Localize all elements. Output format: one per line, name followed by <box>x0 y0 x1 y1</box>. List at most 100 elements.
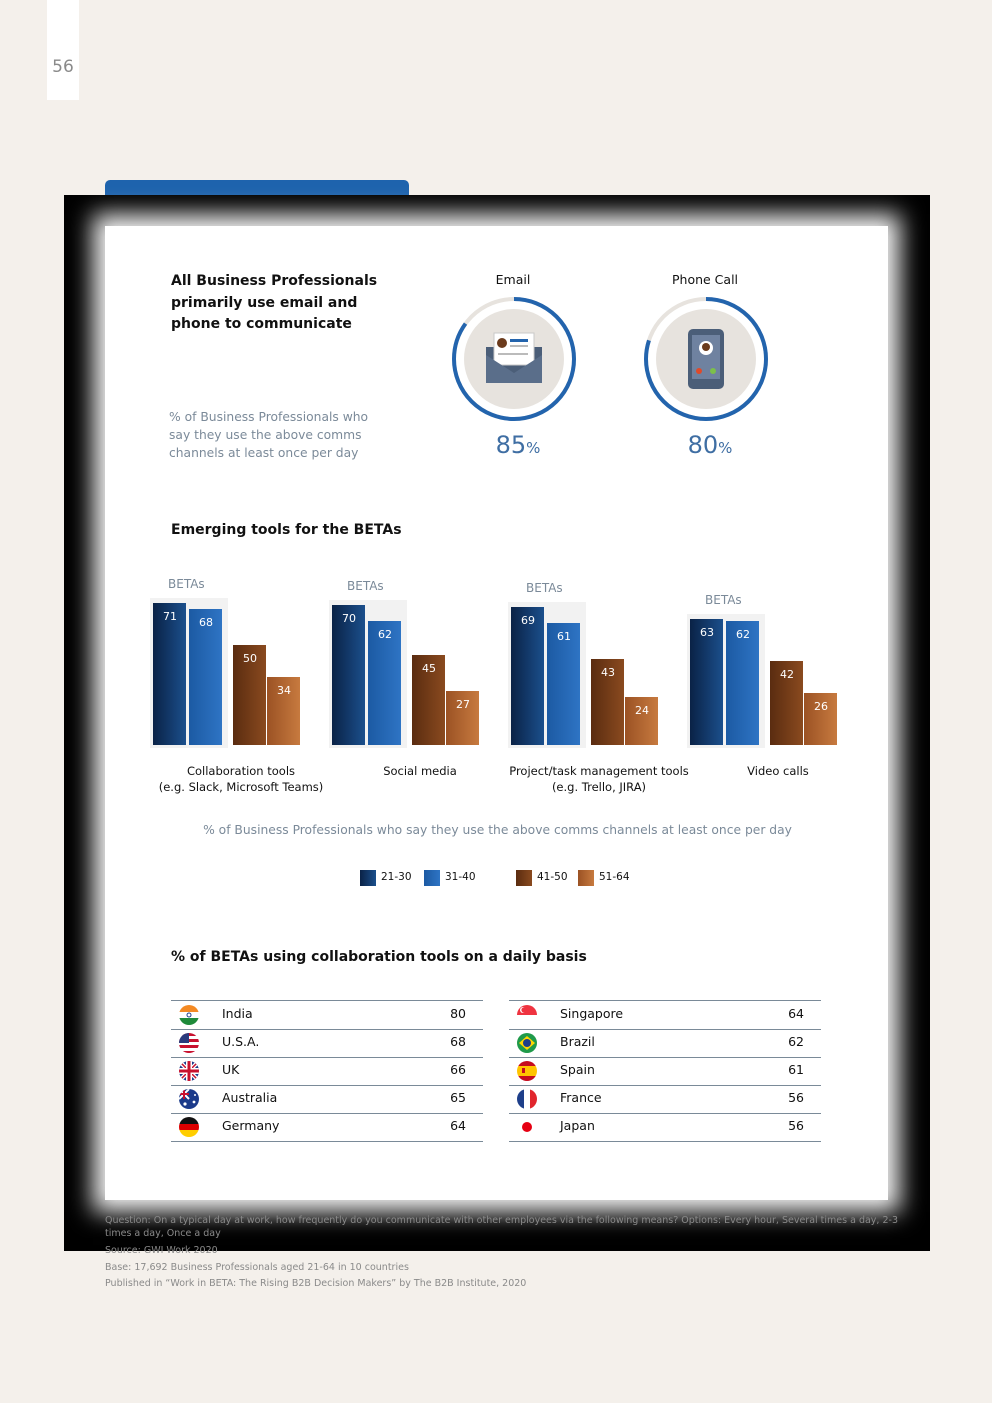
bar-value-label: 26 <box>814 700 828 713</box>
page-number: 56 <box>52 57 74 77</box>
legend-swatch-41-50 <box>516 870 532 886</box>
bar-51-64 <box>804 693 837 745</box>
bar-value-label: 62 <box>736 628 750 641</box>
bar-21-30 <box>511 607 544 745</box>
bar-value-label: 71 <box>163 610 177 623</box>
country-row: Australia 65 <box>171 1085 483 1114</box>
country-table-right-top-rule <box>509 1000 821 1001</box>
emerging-tools-title: Emerging tools for the BETAs <box>171 522 402 538</box>
country-row: UK 66 <box>171 1057 483 1086</box>
emerging-tools-chart: BETAs 71 68 50 34 Collaboration tools (e.g. Sl… <box>105 226 888 826</box>
category-label: Project/task management tools (e.g. Trell… <box>509 764 689 794</box>
bar-51-64 <box>267 677 300 745</box>
bar-value-label: 70 <box>342 612 356 625</box>
legend-label-31-40: 31-40 <box>445 871 476 883</box>
daily-use-note: % of Business Professionals who say they… <box>169 410 369 460</box>
country-value: 66 <box>450 1062 466 1077</box>
country-name: UK <box>222 1062 240 1077</box>
country-name: Germany <box>222 1118 280 1133</box>
bar-value-label: 27 <box>456 698 470 711</box>
bar-21-30 <box>332 605 365 745</box>
india-flag-icon <box>179 1005 199 1025</box>
bar-31-40 <box>547 623 580 745</box>
bar-value-label: 34 <box>277 684 291 697</box>
bar-value-label: 69 <box>521 614 535 627</box>
australia-flag-icon <box>179 1089 199 1109</box>
country-row: Japan 56 <box>509 1113 821 1142</box>
singapore-flag-icon <box>517 1005 537 1025</box>
footnote-source: Source: GWI Work 2020 <box>105 1245 218 1256</box>
category-label: Collaboration tools (e.g. Slack, Microsof… <box>158 764 324 794</box>
phone-gauge <box>644 297 768 421</box>
phone-call-percentage: 80% <box>687 431 733 459</box>
legend-swatch-31-40 <box>424 870 440 886</box>
bar-31-40 <box>726 621 759 745</box>
bar-value-label: 50 <box>243 652 257 665</box>
section-tab <box>105 180 409 198</box>
bar-value-label: 45 <box>422 662 436 675</box>
country-value: 80 <box>450 1006 466 1021</box>
germany-flag-icon <box>179 1117 199 1137</box>
footnote-base: Base: 17,692 Business Professionals aged… <box>105 1262 409 1273</box>
country-name: France <box>560 1090 602 1105</box>
headline: All Business Professionals primarily use… <box>171 273 378 332</box>
legend-swatch-21-30 <box>360 870 376 886</box>
bar-value-label: 24 <box>635 704 649 717</box>
infographic-card: All Business Professionals primarily use… <box>105 226 888 1200</box>
country-row: Spain 61 <box>509 1057 821 1086</box>
country-name: Spain <box>560 1062 595 1077</box>
bar-value-label: 61 <box>557 630 571 643</box>
phone-call-label: Phone Call <box>671 272 739 287</box>
country-name: Brazil <box>560 1034 595 1049</box>
country-value: 64 <box>788 1006 804 1021</box>
country-row: India 80 <box>171 1001 483 1030</box>
bar-value-label: 63 <box>700 626 714 639</box>
betas-label: BETAs <box>705 593 742 607</box>
country-table-left-top-rule <box>171 1000 483 1001</box>
email-label: Email <box>495 272 531 287</box>
country-row: Brazil 62 <box>509 1029 821 1058</box>
country-value: 56 <box>788 1090 804 1105</box>
country-name: India <box>222 1006 253 1021</box>
bar-21-30 <box>690 619 723 745</box>
bar-41-50 <box>770 661 803 745</box>
betas-label: BETAs <box>347 579 384 593</box>
bar-21-30 <box>153 603 186 745</box>
france-flag-icon <box>517 1089 537 1109</box>
betas-label: BETAs <box>526 581 563 595</box>
bar-value-label: 42 <box>780 668 794 681</box>
legend-swatch-51-64 <box>578 870 594 886</box>
email-percentage: 85% <box>495 431 541 459</box>
footnote-question: Question: On a typical day at work, how … <box>105 1215 898 1239</box>
page-tab <box>47 0 79 100</box>
bar-51-64 <box>446 691 479 745</box>
country-value: 61 <box>788 1062 804 1077</box>
footnote-published: Published in “Work in BETA: The Rising B… <box>105 1278 527 1289</box>
country-name: Australia <box>222 1090 278 1105</box>
phone-icon <box>688 329 724 389</box>
bar-51-64 <box>625 697 658 745</box>
country-value: 68 <box>450 1034 466 1049</box>
brazil-flag-icon <box>517 1033 537 1053</box>
country-name: U.S.A. <box>222 1034 260 1049</box>
country-value: 64 <box>450 1118 466 1133</box>
country-name: Singapore <box>560 1006 624 1021</box>
bar-value-label: 68 <box>199 616 213 629</box>
usa-flag-icon <box>179 1033 199 1053</box>
country-value: 56 <box>788 1118 804 1133</box>
country-value: 65 <box>450 1090 466 1105</box>
legend-label-41-50: 41-50 <box>537 871 568 883</box>
bar-31-40 <box>368 621 401 745</box>
countries-title: % of BETAs using collaboration tools on … <box>171 949 587 965</box>
category-label: Video calls <box>747 764 809 778</box>
betas-label: BETAs <box>168 577 205 591</box>
category-label: Social media <box>383 764 457 778</box>
country-name: Japan <box>560 1118 595 1133</box>
country-row: U.S.A. 68 <box>171 1029 483 1058</box>
bar-value-label: 62 <box>378 628 392 641</box>
bar-31-40 <box>189 609 222 745</box>
country-row: France 56 <box>509 1085 821 1114</box>
uk-flag-icon <box>179 1061 199 1081</box>
country-row: Germany 64 <box>171 1113 483 1142</box>
envelope-icon <box>486 332 542 383</box>
